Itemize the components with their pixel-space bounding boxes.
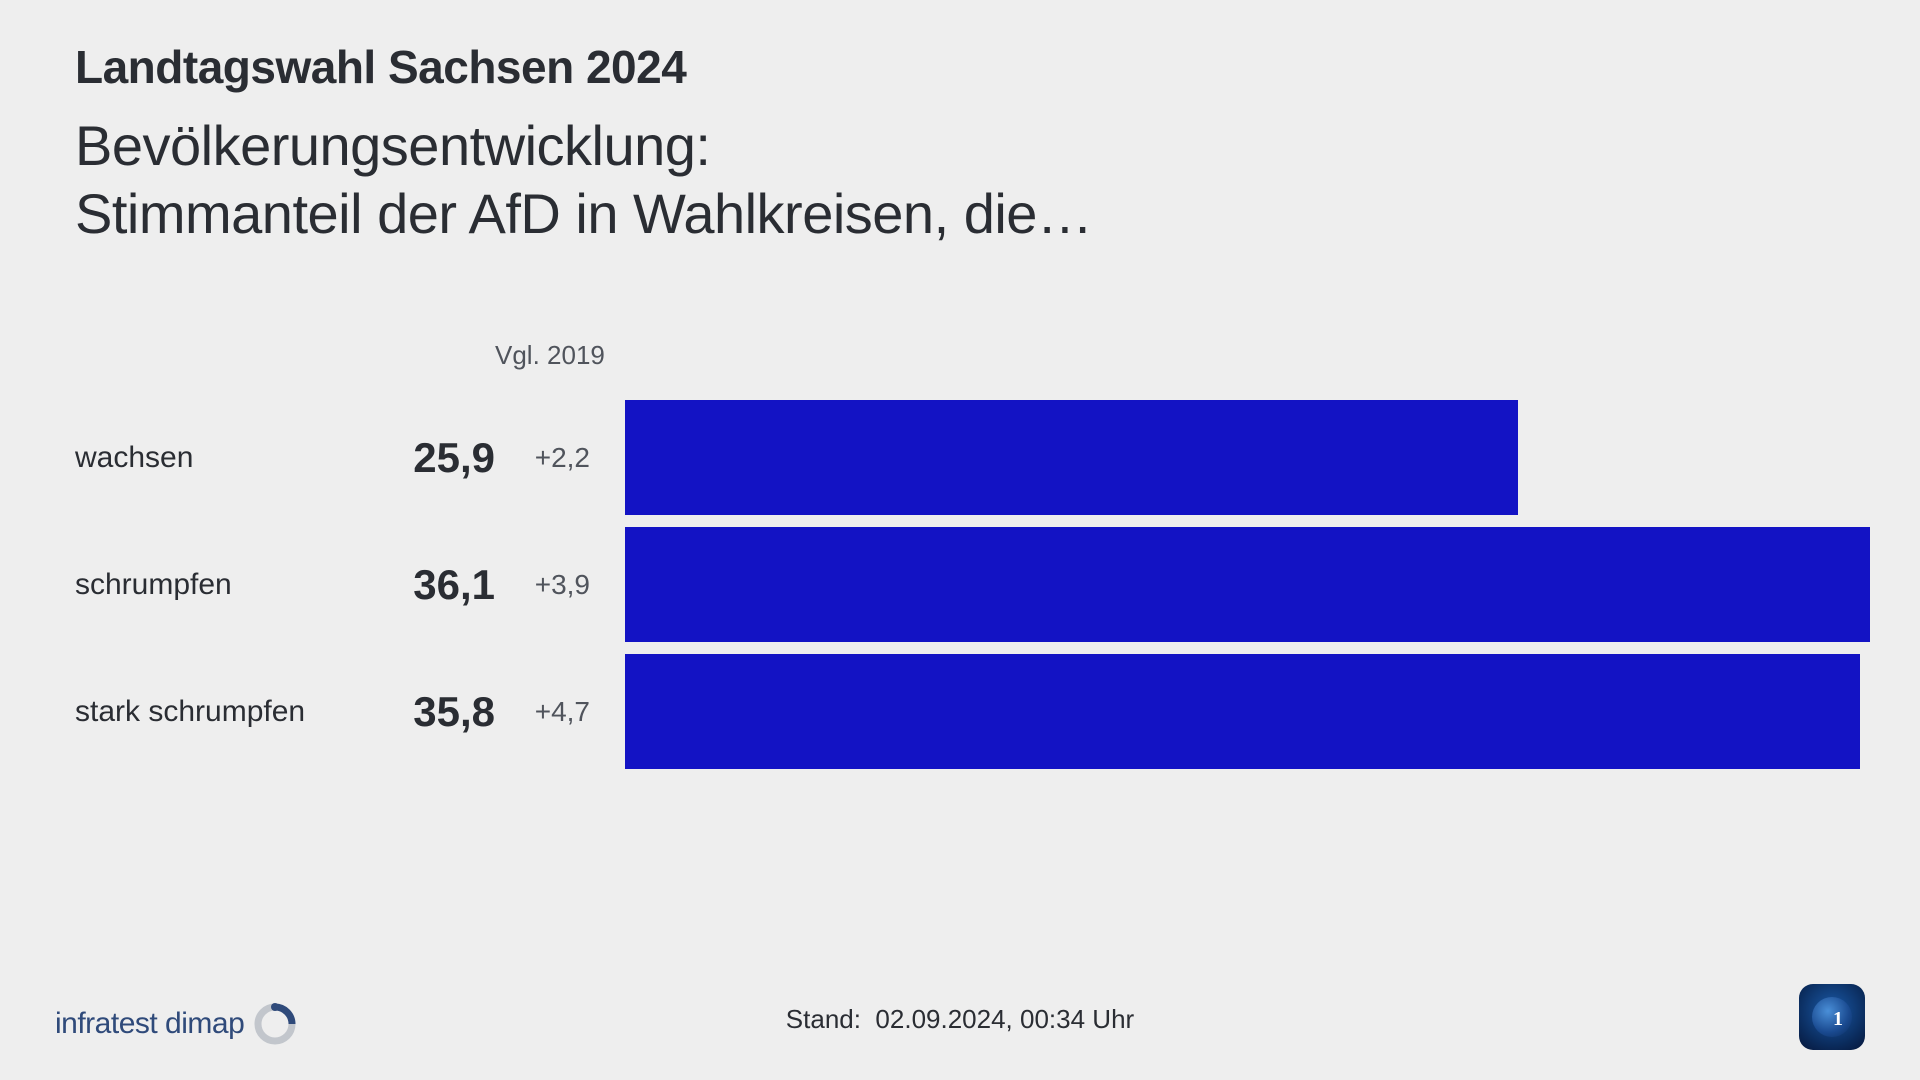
delta-label: +2,2 — [495, 442, 625, 474]
bar-row: stark schrumpfen 35,8 +4,7 — [75, 654, 1870, 769]
delta-label: +3,9 — [495, 569, 625, 601]
title-line-1: Bevölkerungsentwicklung: — [75, 114, 710, 177]
source-brand-text: infratest dimap — [55, 1007, 244, 1041]
source-brand: infratest dimap — [55, 1003, 296, 1045]
bar-chart: Vgl. 2019 wachsen 25,9 +2,2 schrumpfen 3… — [75, 400, 1870, 781]
bar-track — [625, 527, 1870, 642]
supertitle: Landtagswahl Sachsen 2024 — [75, 40, 686, 94]
bar-row: schrumpfen 36,1 +3,9 — [75, 527, 1870, 642]
value-label: 36,1 — [355, 561, 495, 609]
title-line-2: Stimmanteil der AfD in Wahlkreisen, die… — [75, 182, 1092, 245]
bar-row: wachsen 25,9 +2,2 — [75, 400, 1870, 515]
bar-fill — [625, 654, 1860, 769]
delta-label: +4,7 — [495, 696, 625, 728]
chart-title: Bevölkerungsentwicklung: Stimmanteil der… — [75, 112, 1092, 249]
category-label: stark schrumpfen — [75, 695, 355, 729]
timestamp-label: Stand: — [786, 1004, 861, 1034]
value-label: 25,9 — [355, 434, 495, 482]
bar-fill — [625, 400, 1518, 515]
ard-logo-icon: 1 — [1799, 984, 1865, 1050]
bar-track — [625, 400, 1870, 515]
infratest-dimap-icon — [254, 1003, 296, 1045]
footer: infratest dimap Stand: 02.09.2024, 00:34… — [0, 985, 1920, 1045]
compare-header: Vgl. 2019 — [495, 340, 605, 371]
category-label: wachsen — [75, 441, 355, 475]
value-label: 35,8 — [355, 688, 495, 736]
category-label: schrumpfen — [75, 568, 355, 602]
bar-fill — [625, 527, 1870, 642]
timestamp: Stand: 02.09.2024, 00:34 Uhr — [786, 1004, 1134, 1035]
bar-track — [625, 654, 1870, 769]
timestamp-value: 02.09.2024, 00:34 Uhr — [875, 1004, 1134, 1034]
